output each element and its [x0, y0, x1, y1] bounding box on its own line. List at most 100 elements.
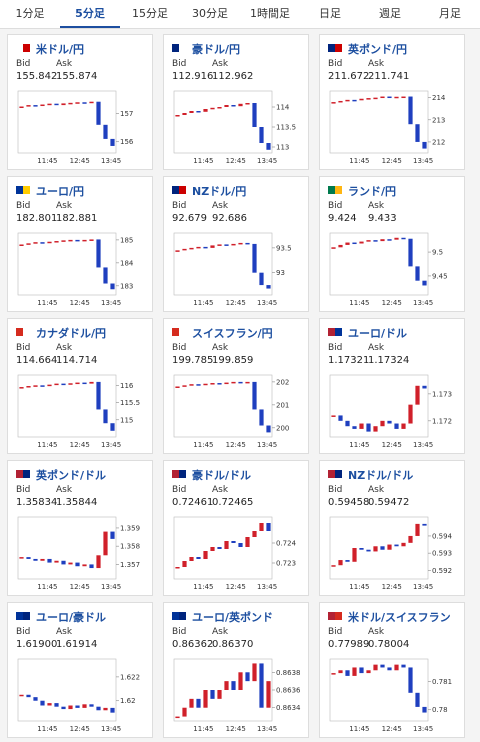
candle: [338, 100, 343, 103]
tab[interactable]: 月足: [439, 7, 461, 20]
pair-name[interactable]: ランド/円: [348, 185, 397, 198]
tab[interactable]: 日足: [319, 7, 341, 20]
mini-chart: 93 93.5 11:45 12:45 13:45: [172, 186, 292, 307]
y-tick-label: 0.592: [432, 567, 452, 575]
flag: [335, 44, 342, 52]
candle: [210, 547, 215, 551]
rate-card[interactable]: 0.8634 0.8636 0.8638 11:45 12:45 13:45 ユーロ/英ポン…: [163, 602, 309, 738]
y-tick-label: 184: [120, 259, 134, 267]
rate-card[interactable]: 156 157 11:45 12:45 13:45 米ドル/円 Bid Ask 155.842 1…: [7, 34, 153, 170]
tab[interactable]: 15分足: [132, 7, 168, 20]
plot-area: [17, 232, 117, 296]
pair-name[interactable]: 英ポンド/ドル: [36, 469, 107, 482]
rate-card[interactable]: 200 201 202 11:45 12:45 13:45 スイスフラン/円 Bid Ask 19…: [163, 318, 309, 454]
rate-card[interactable]: 1.62 1.622 11:45 12:45 13:45 ユーロ/豪ドル Bid Ask 1.6…: [7, 602, 153, 738]
candle: [380, 420, 385, 427]
pair-name[interactable]: ユーロ/豪ドル: [36, 611, 107, 624]
x-tick-label: 12:45: [70, 299, 90, 307]
candle: [245, 381, 250, 384]
candle: [89, 381, 94, 384]
plot-area: [173, 232, 273, 296]
y-tick-label: 0.8636: [276, 687, 301, 695]
pair-name[interactable]: 豪ドル/円: [192, 43, 241, 56]
rate-card[interactable]: 115 115.5 116 11:45 12:45 13:45 カナダドル/円 Bid Ask 1…: [7, 318, 153, 454]
x-tick-label: 12:45: [70, 583, 90, 591]
candle: [238, 381, 243, 384]
y-tick-label: 157: [120, 110, 133, 118]
ask-label: Ask: [56, 343, 73, 353]
candle: [33, 558, 38, 561]
pair-name[interactable]: 英ポンド/円: [348, 43, 408, 56]
pair-name[interactable]: ユーロ/円: [36, 185, 85, 198]
rate-card[interactable]: 1.172 1.173 11:45 12:45 13:45 ユーロ/ドル Bid Ask 1.1…: [319, 318, 465, 454]
flag: [23, 328, 30, 336]
flag: [16, 328, 23, 336]
candle: [110, 283, 115, 290]
y-tick-label: 0.781: [432, 678, 452, 686]
rate-card[interactable]: 0.592 0.593 0.594 11:45 12:45 13:45 NZドル/ドル Bid…: [319, 460, 465, 596]
bid-value: 0.86362: [172, 639, 214, 650]
rate-card[interactable]: 9.45 9.5 11:45 12:45 13:45 ランド/円 Bid Ask 9.424 9.…: [319, 176, 465, 312]
x-tick-label: 12:45: [70, 157, 90, 165]
candle: [203, 383, 208, 386]
candle: [224, 105, 229, 107]
bid-label: Bid: [172, 59, 187, 69]
x-tick-label: 11:45: [193, 441, 213, 449]
ask-value: 1.35844: [56, 497, 98, 508]
rate-card[interactable]: 0.723 0.724 11:45 12:45 13:45 豪ドル/ドル Bid Ask 0.7…: [163, 460, 309, 596]
pair-name[interactable]: NZドル/円: [192, 185, 247, 198]
pair-name[interactable]: NZドル/ドル: [348, 469, 414, 482]
mini-chart: 0.78 0.781 11:45 12:45 13:45: [328, 612, 452, 733]
pair-name[interactable]: ユーロ/英ポンド: [192, 611, 274, 624]
tab[interactable]: 30分足: [192, 7, 228, 20]
ask-label: Ask: [56, 485, 73, 495]
tab[interactable]: 1時間足: [250, 7, 290, 20]
ask-label: Ask: [368, 627, 385, 637]
candle: [196, 246, 201, 249]
pair-name[interactable]: カナダドル/円: [36, 327, 107, 340]
x-tick-label: 12:45: [382, 157, 402, 165]
candle: [210, 690, 215, 699]
candle: [422, 706, 427, 713]
plot-area: [17, 516, 117, 580]
candle: [245, 103, 250, 105]
rate-card[interactable]: 0.78 0.781 11:45 12:45 13:45 米ドル/スイスフラン Bid Ask…: [319, 602, 465, 738]
candle: [89, 239, 94, 241]
candle: [175, 250, 180, 252]
pair-name[interactable]: 豪ドル/ドル: [192, 469, 252, 482]
candle: [40, 385, 45, 387]
bid-label: Bid: [172, 201, 187, 211]
plot-area: [17, 90, 117, 154]
tab[interactable]: 週足: [379, 7, 401, 20]
candle: [252, 531, 257, 537]
mini-chart: 212 213 214 11:45 12:45 13:45: [328, 44, 446, 165]
candle: [217, 690, 222, 699]
candle: [217, 383, 222, 385]
candle: [245, 242, 250, 245]
ask-value: 182.881: [56, 213, 98, 224]
tab[interactable]: 5分足: [60, 0, 120, 28]
x-tick-label: 13:45: [257, 725, 277, 733]
pair-name[interactable]: 米ドル/スイスフラン: [348, 611, 451, 624]
tab[interactable]: 1分足: [15, 7, 45, 20]
y-tick-label: 0.724: [276, 540, 297, 548]
rate-card[interactable]: 113 113.5 114 11:45 12:45 13:45 豪ドル/円 Bid Ask 112…: [163, 34, 309, 170]
candle: [345, 420, 350, 427]
pair-name[interactable]: 米ドル/円: [36, 43, 85, 56]
rate-card[interactable]: 1.357 1.358 1.359 11:45 12:45 13:45 英ポンド/ドル Bid…: [7, 460, 153, 596]
flag: [16, 470, 23, 478]
candle: [33, 105, 38, 107]
flag: [16, 44, 23, 52]
rate-card[interactable]: 93 93.5 11:45 12:45 13:45 NZドル/円 Bid Ask 92.679 9…: [163, 176, 309, 312]
candle: [408, 667, 413, 693]
pair-name[interactable]: スイスフラン/円: [192, 327, 273, 340]
bid-value: 155.842: [16, 71, 58, 82]
candle: [394, 237, 399, 240]
rate-card[interactable]: 183 184 185 11:45 12:45 13:45 ユーロ/円 Bid Ask 182.8…: [7, 176, 153, 312]
candle: [175, 115, 180, 117]
candle: [415, 523, 420, 536]
x-tick-label: 11:45: [193, 725, 213, 733]
pair-name[interactable]: ユーロ/ドル: [348, 327, 408, 340]
candle: [259, 409, 264, 426]
rate-card[interactable]: 212 213 214 11:45 12:45 13:45 英ポンド/円 Bid Ask 211.…: [319, 34, 465, 170]
